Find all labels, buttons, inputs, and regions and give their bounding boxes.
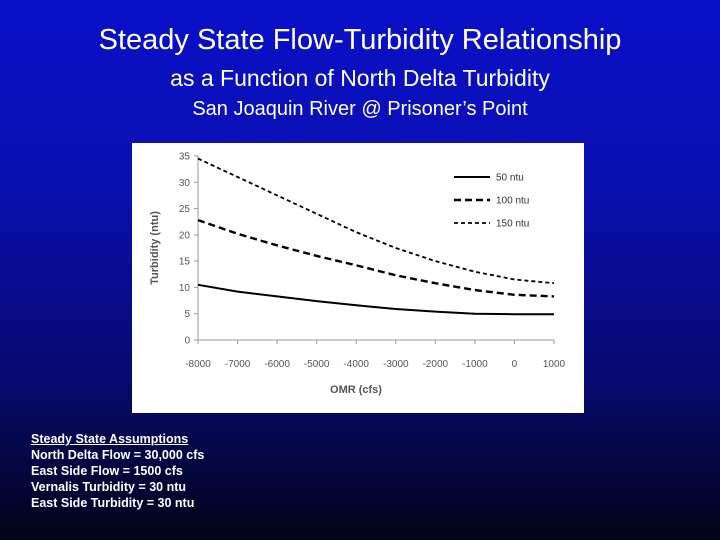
x-tick-label: -4000 (343, 359, 369, 370)
x-tick-label: 0 (512, 359, 518, 370)
assumptions-box: Steady State Assumptions North Delta Flo… (31, 431, 204, 511)
y-tick-label: 10 (179, 283, 191, 294)
x-tick-label: 1000 (543, 359, 566, 370)
x-tick-label: -8000 (185, 359, 211, 370)
x-tick-label: -5000 (304, 359, 330, 370)
series-line-3 (197, 157, 555, 285)
y-tick-label: 0 (184, 336, 190, 347)
legend-label-3: 150 ntu (496, 219, 529, 230)
legend-label-1: 50 ntu (496, 173, 524, 184)
turbidity-chart: 0 5 10 15 20 25 30 35 -8000 -7000 -6000 -5000 -4000 -… (149, 152, 566, 397)
assumption-line: East Side Flow = 1500 cfs (31, 464, 183, 478)
series-line-1 (197, 283, 554, 316)
slide-location: San Joaquin River @ Prisoner’s Point (192, 98, 528, 120)
x-tick-label: -3000 (383, 359, 409, 370)
slide-subtitle: as a Function of North Delta Turbidity (170, 65, 550, 91)
x-tick-label: -6000 (264, 359, 290, 370)
assumption-line: Vernalis Turbidity = 30 ntu (31, 480, 187, 494)
y-axis-label: Turbidity (ntu) (149, 211, 161, 285)
y-tick-label: 30 (179, 178, 191, 189)
x-tick-label: -7000 (225, 359, 251, 370)
legend-label-2: 100 ntu (496, 196, 529, 207)
y-tick-label: 25 (179, 204, 191, 215)
y-tick-label: 20 (179, 230, 191, 241)
x-tick-label: -2000 (423, 359, 449, 370)
x-axis-label: OMR (cfs) (330, 384, 382, 396)
y-tick-label: 5 (184, 309, 190, 320)
y-tick-label: 35 (179, 152, 191, 163)
assumptions-heading: Steady State Assumptions (31, 432, 189, 446)
y-tick-label: 15 (179, 257, 191, 268)
chart-panel: 0 5 10 15 20 25 30 35 -8000 -7000 -6000 -5000 -4000 -… (132, 143, 584, 413)
assumption-line: East Side Turbidity = 30 ntu (31, 496, 195, 510)
slide-title: Steady State Flow-Turbidity Relationship (98, 24, 622, 56)
x-tick-label: -1000 (462, 359, 488, 370)
series-line-2 (197, 218, 555, 298)
assumption-line: North Delta Flow = 30,000 cfs (31, 448, 205, 462)
